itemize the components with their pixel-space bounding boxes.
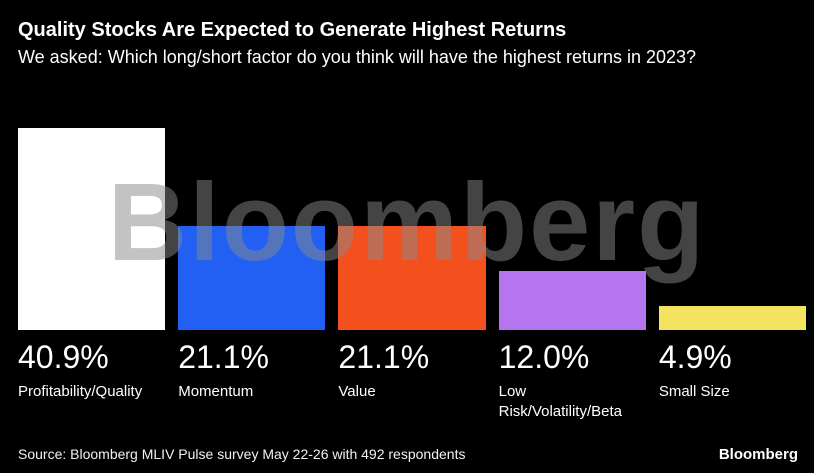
bar (18, 128, 166, 330)
bar-zone (658, 128, 807, 330)
bar (338, 226, 486, 330)
bar-zone (178, 128, 326, 330)
footer: Source: Bloomberg MLIV Pulse survey May … (18, 446, 798, 463)
bar-category-label: Momentum (178, 383, 254, 401)
bar-column: 4.9% Small Size (658, 128, 807, 421)
bar-value-label: 40.9% (18, 339, 109, 375)
bar-column: 21.1% Value (338, 128, 486, 421)
bar-value-label: 12.0% (498, 339, 590, 375)
bar-category-label: Value (338, 383, 376, 401)
bar-column: 40.9% Profitability/Quality (18, 128, 166, 421)
bar-zone (498, 128, 646, 330)
chart-title: Quality Stocks Are Expected to Generate … (18, 19, 567, 41)
bars-container: 40.9% Profitability/Quality 21.1% Momentum 2… (18, 128, 807, 421)
bar-value-label: 21.1% (178, 339, 269, 375)
source-note: Source: Bloomberg MLIV Pulse survey May … (18, 446, 466, 462)
bar-category-label: Profitability/Quality (18, 383, 143, 401)
bar-column: 21.1% Momentum (178, 128, 326, 421)
bar-zone (338, 128, 486, 330)
bar-column: 12.0% Low Risk/Volatility/Beta (498, 128, 646, 421)
bar-zone (18, 128, 166, 330)
chart-subtitle: We asked: Which long/short factor do you… (18, 47, 697, 67)
bar-category-label: Small Size (658, 383, 730, 401)
bar-value-label: 21.1% (338, 339, 430, 375)
bloomberg-logo: Bloomberg (718, 446, 798, 463)
bar-chart: Bloomberg 40.9% Profitability/Quality 21.1… (0, 128, 814, 428)
bar (178, 226, 326, 330)
bar-category-label: Low Risk/Volatility/Beta (498, 383, 622, 420)
bar-value-label: 4.9% (658, 339, 732, 375)
bar (658, 306, 807, 330)
bar (498, 271, 646, 330)
